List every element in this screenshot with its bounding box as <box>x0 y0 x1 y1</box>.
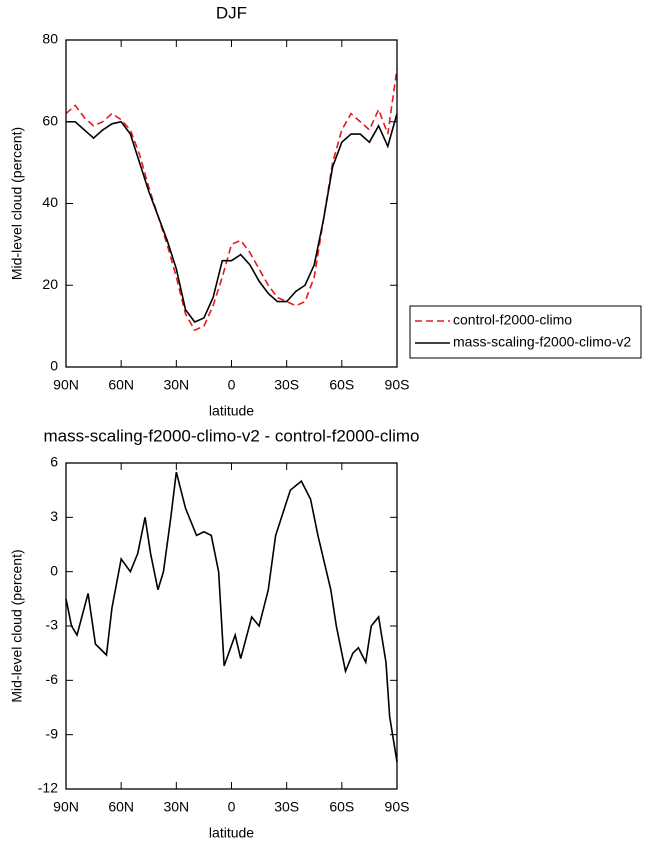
x-tick-label: 30S <box>274 799 299 815</box>
x-tick-label: 90N <box>53 799 79 815</box>
x-axis-label: latitude <box>209 825 254 841</box>
plot-frame <box>65 39 398 368</box>
x-tick-label: 30S <box>274 377 299 393</box>
data-line <box>66 113 398 324</box>
y-tick-label: 6 <box>50 454 58 470</box>
y-tick-label: 3 <box>50 508 58 524</box>
x-tick-label: 30N <box>163 377 189 393</box>
legend-label: mass-scaling-f2000-climo-v2 <box>453 334 631 350</box>
chart-title: mass-scaling-f2000-climo-v2 - control-f2… <box>43 426 419 445</box>
y-tick-label: 0 <box>50 562 58 578</box>
x-axis-label: latitude <box>209 403 254 419</box>
data-line <box>65 471 398 762</box>
chart-title: DJF <box>216 3 247 22</box>
x-tick-label: 0 <box>228 377 236 393</box>
x-tick-label: 60S <box>329 799 354 815</box>
x-tick-label: 60N <box>108 377 134 393</box>
y-tick-label: 40 <box>42 194 58 210</box>
legend-label: control-f2000-climo <box>453 312 572 328</box>
y-tick-label: -3 <box>46 617 59 633</box>
plot-frame <box>65 462 398 790</box>
y-tick-label: -6 <box>46 671 59 687</box>
x-tick-label: 90S <box>385 377 410 393</box>
legend-box <box>409 305 642 359</box>
y-tick-label: -9 <box>46 725 59 741</box>
x-tick-label: 90N <box>53 377 79 393</box>
x-tick-label: 0 <box>228 799 236 815</box>
x-tick-label: 60S <box>329 377 354 393</box>
y-tick-label: 80 <box>42 31 58 47</box>
y-tick-label: 0 <box>50 358 58 374</box>
y-tick-label: 60 <box>42 112 58 128</box>
x-tick-label: 30N <box>163 799 189 815</box>
x-tick-label: 90S <box>385 799 410 815</box>
y-axis-label: Mid-level cloud (percent) <box>9 549 25 702</box>
y-tick-label: 20 <box>42 276 58 292</box>
y-tick-label: -12 <box>38 780 58 796</box>
y-axis-label: Mid-level cloud (percent) <box>9 127 25 280</box>
x-tick-label: 60N <box>108 799 134 815</box>
data-line <box>65 68 398 332</box>
